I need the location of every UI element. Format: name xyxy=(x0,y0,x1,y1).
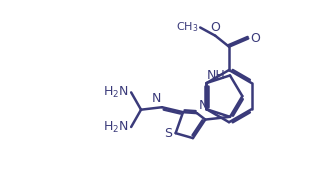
Text: H$_2$N: H$_2$N xyxy=(103,120,129,135)
Text: H$_2$N: H$_2$N xyxy=(103,85,129,100)
Text: NH: NH xyxy=(207,69,226,82)
Text: O: O xyxy=(210,20,220,34)
Text: N: N xyxy=(151,92,161,105)
Text: N: N xyxy=(198,99,208,112)
Text: O: O xyxy=(251,32,260,45)
Text: S: S xyxy=(164,127,172,140)
Text: CH$_3$: CH$_3$ xyxy=(176,21,198,34)
